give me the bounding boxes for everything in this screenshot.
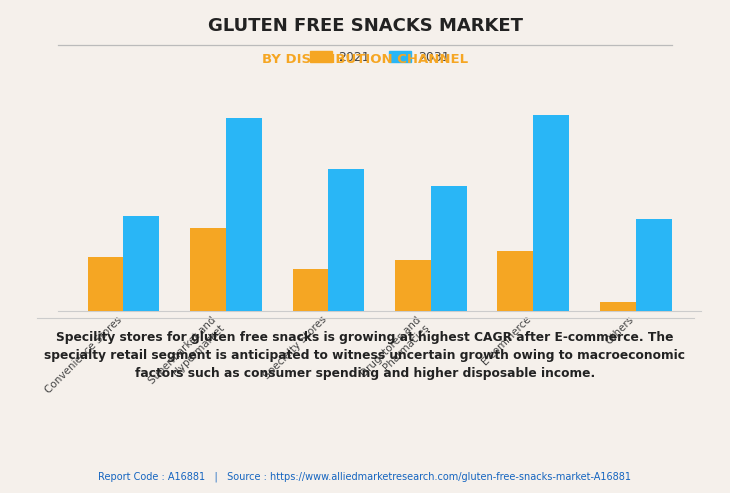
Bar — [431, 186, 466, 311]
Bar — [534, 115, 569, 311]
Text: GLUTEN FREE SNACKS MARKET: GLUTEN FREE SNACKS MARKET — [207, 17, 523, 35]
Legend: 2021, 2031: 2021, 2031 — [305, 46, 454, 69]
Bar — [395, 260, 431, 311]
Text: BY DISTRIBUTION CHANNEL: BY DISTRIBUTION CHANNEL — [262, 53, 468, 66]
Bar — [123, 216, 159, 311]
Bar — [190, 228, 226, 311]
Text: Specility stores for gluten free snacks is growing at highest CAGR after E-comme: Specility stores for gluten free snacks … — [45, 331, 685, 380]
Bar — [600, 302, 636, 311]
Bar — [636, 219, 672, 311]
Text: Report Code : A16881   |   Source : https://www.alliedmarketresearch.com/gluten-: Report Code : A16881 | Source : https://… — [99, 472, 631, 482]
Bar — [328, 169, 364, 311]
Bar — [497, 251, 534, 311]
Bar — [88, 257, 123, 311]
Bar — [293, 269, 328, 311]
Bar — [226, 118, 262, 311]
